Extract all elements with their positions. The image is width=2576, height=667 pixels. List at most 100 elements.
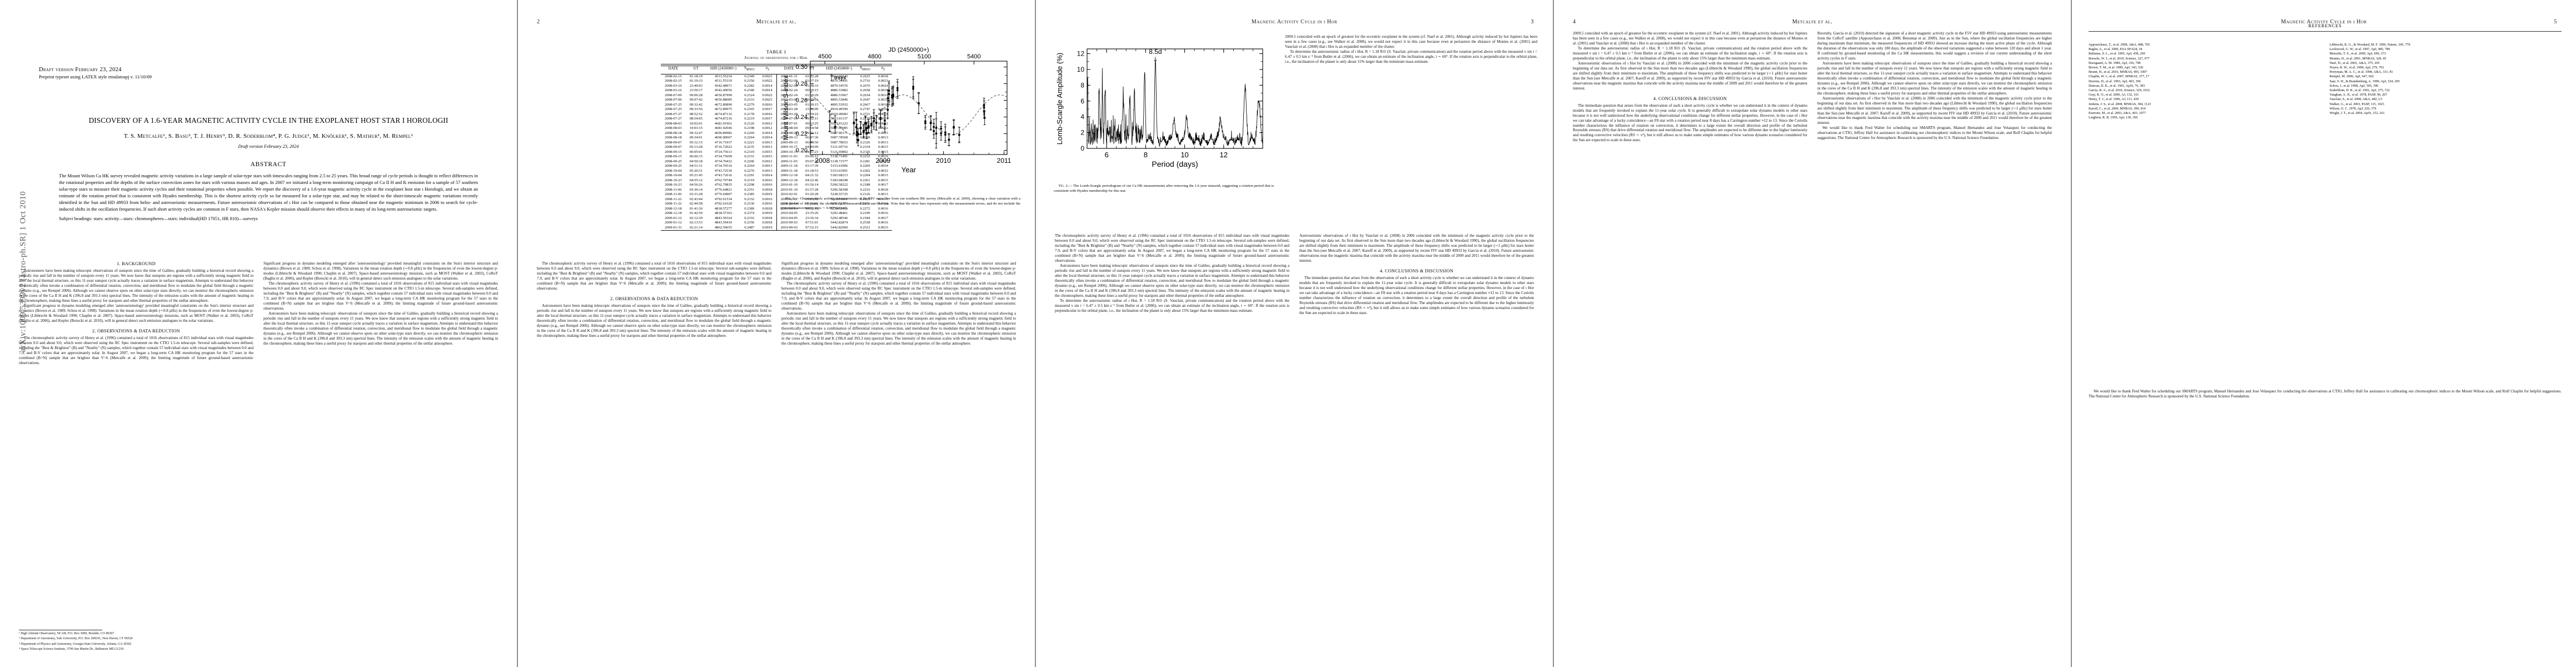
th-sigma-left: σS [765, 66, 769, 72]
table-cell: 2009-08-04 [776, 131, 802, 136]
table-cell: 4895.53932 [830, 102, 848, 107]
reference-item: Kuerster, M., et al. 2003, A&A, 403, 107… [2089, 112, 2146, 116]
table-row: 2008-02-15 01:18:19 4511.55234 0.2349 0.0023… [661, 74, 892, 79]
figure-2-svg: 0 2 4 6 8 10 12 6 8 10 12 Period (days) Lomb-Scargle… [1055, 48, 1263, 168]
table-cell: 2009-08-04 [776, 126, 802, 131]
page1-column-left: 1. BACKGROUND Astronomers have been maki… [19, 261, 253, 654]
table-cell: 07:52:15 [805, 225, 819, 230]
table-cell: 0.2282 [744, 83, 755, 88]
table-cell: 01:08:33 [805, 83, 819, 88]
table-cell: 0.0015 [878, 145, 888, 150]
table-cell: 0.0017 [878, 216, 888, 220]
page3-right-p1: Asteroseismic observations of ι Hor by V… [1299, 233, 1534, 263]
table-cell: 04:40:09 [805, 145, 819, 150]
figure-1-caption: Fig. 1.— Chromospheric activity measurem… [780, 197, 1020, 211]
table-cell: 09:36:12 [805, 131, 819, 135]
table-cell: 4672.89890 [714, 102, 733, 107]
table-cell: 2008-02-15 [665, 74, 682, 78]
svg-text:2010: 2010 [936, 157, 951, 165]
page5-acknowledgment-block: We would like to thank Fred Walter for s… [2089, 389, 2562, 399]
th-date-right: DATE [784, 66, 794, 71]
table-cell: 0.2221 [744, 140, 755, 145]
abstract-text: The Mount Wilson Ca HK survey revealed m… [59, 172, 478, 212]
table-cell: 4762.70835 [714, 183, 733, 187]
reference-item: Baglin, A., et al. 2006, ESA SP-624, 34 [2089, 48, 2142, 52]
table-cell: 4886.53882 [830, 88, 848, 93]
table-cell: 09:34:01 [689, 136, 702, 140]
table-cell: 5121.69716 [830, 145, 848, 150]
table-cell: 5292.48546 [830, 216, 848, 220]
table-cell: 4818.57363 [714, 211, 733, 216]
table-cell: 2008-07-09 [665, 98, 682, 102]
svg-text:Lomb-Scargle Amplitude (%): Lomb-Scargle Amplitude (%) [1055, 53, 1064, 145]
table-cell: 05:13:28 [689, 145, 702, 150]
table-cell: 0.2235 [744, 145, 755, 150]
table-cell: 4681.92046 [714, 126, 733, 131]
table-row: 2009-01-31 02:21:14 4862.59655 0.2487 0.0019… [661, 225, 892, 231]
table-cell: 5183.68213 [830, 173, 848, 178]
table-cell: 0.0032 [878, 168, 888, 173]
page4-section-conclusions: 4. CONCLUSIONS & DISCUSSION [1653, 96, 1727, 101]
page4-left-p1: 2009.5 coincided with an epoch of greate… [1573, 31, 1807, 46]
page3-running-head: Magnetic Activity Cycle in ι Hor 3 [1055, 19, 1534, 27]
table-cell: 06:48:50 [805, 140, 819, 145]
table-cell: 0.0022 [878, 126, 888, 131]
subject-headings: Subject headings: stars: activity—stars:… [59, 215, 258, 221]
svg-text:Year: Year [901, 166, 916, 174]
table-cell: 2008-12-18 [665, 206, 682, 211]
table-cell: 2009-07-01 [776, 121, 802, 127]
page4-column-right: Recently, García et al. (2010) detected … [1817, 31, 2052, 654]
table-cell: 2008-07-09 [665, 93, 682, 97]
draft-version-line: Draft version February 23, 2024 [39, 67, 122, 73]
table-row: 2008-07-25 09:32:42 4672.89890 0.2279 0.0016… [661, 102, 892, 108]
reference-item: Jenkins, J. S., et al. 2008, MNRAS, 384,… [2089, 102, 2151, 106]
table-row: 2008-09-07 05:13:28 4716.72022 0.2235 0.0013… [661, 145, 892, 150]
table-cell: 05:21:45 [689, 173, 702, 178]
table-cell: 0.0023 [878, 131, 888, 135]
table-cell: 0.2747 [860, 107, 870, 112]
table-cell: 2008-09-07 [665, 145, 682, 150]
references-column-right: Libbrecht, K. G., & Woodard, M. F. 1990,… [2330, 43, 2562, 121]
page2-number: 2 [537, 19, 540, 25]
reference-item: Wilson, O. C. 1978, ApJ, 226, 379 [2329, 107, 2376, 111]
page1-right-paragraph-2: The chromospheric activity survey of Hen… [263, 281, 498, 311]
reference-item: Garcia, R. A., et al. 2010, Science, 329… [2089, 89, 2150, 93]
page5-running-head: Magnetic Activity Cycle in ι Hor 5 [2091, 19, 2557, 27]
page4-number: 4 [1573, 19, 1576, 25]
table-cell: 2010-02-01 [776, 197, 802, 202]
table-row: 2008-09-25 04:51:31 4734.70516 0.2264 0.0013… [661, 164, 892, 169]
table-cell: 23:59:22 [805, 112, 819, 116]
page2-running-head: 2 Metcalfe et al. [537, 19, 1016, 27]
table-cell: 01:56:14 [805, 183, 819, 187]
svg-text:4500: 4500 [818, 53, 831, 60]
references-rule [2089, 31, 2562, 32]
table-cell: 0.0016 [762, 112, 773, 116]
table-cell: 2009-02-24 [776, 88, 802, 93]
svg-text:5100: 5100 [918, 53, 931, 60]
table-cell: 2010-01-10 [776, 187, 802, 193]
table-cell: 2009-03-05 [776, 98, 802, 103]
table-cell: 00:59:01 [805, 98, 819, 102]
table-cell: 2008-11-06 [665, 192, 682, 197]
table-cell: 0.2216 [860, 187, 870, 192]
table-cell: 0.0023 [762, 74, 773, 78]
table-cell: 4792.61620 [714, 202, 733, 206]
table-cell: 0.0024 [878, 83, 888, 88]
table-cell: 01:57:28 [805, 187, 819, 192]
reference-item: Brown, T. M., et al. 1989, ApJ, 343, 526 [2089, 66, 2144, 70]
table-cell: 0.2667 [860, 102, 870, 107]
table-cell: 23:35:20 [805, 211, 819, 216]
table-cell: 2009-02-24 [776, 93, 802, 98]
observations-table-head: DATE UT HJD (2450000+) SMWO σS DATE UT H… [661, 64, 892, 74]
page3-left-p3: To determine the asteroseismic radius of… [1055, 298, 1289, 313]
page-title: DISCOVERY OF A 1.6-YEAR MAGNETIC ACTIVIT… [88, 116, 449, 125]
table-row: 2008-10-04 05:21:45 4743.72616 0.2291 0.0014… [661, 173, 892, 178]
table-cell: 0.0018 [878, 187, 888, 192]
table-cell: 0.0014 [762, 131, 773, 135]
table-cell: 0.0019 [762, 192, 773, 197]
table-cell: 5442.82874 [830, 221, 848, 225]
table-cell: 0.0015 [762, 155, 773, 159]
svg-text:6: 6 [1104, 151, 1108, 159]
table-cell: 04:50:18 [689, 159, 702, 163]
table1-subtitle: Journal of observations for ι Hor. [744, 55, 809, 60]
